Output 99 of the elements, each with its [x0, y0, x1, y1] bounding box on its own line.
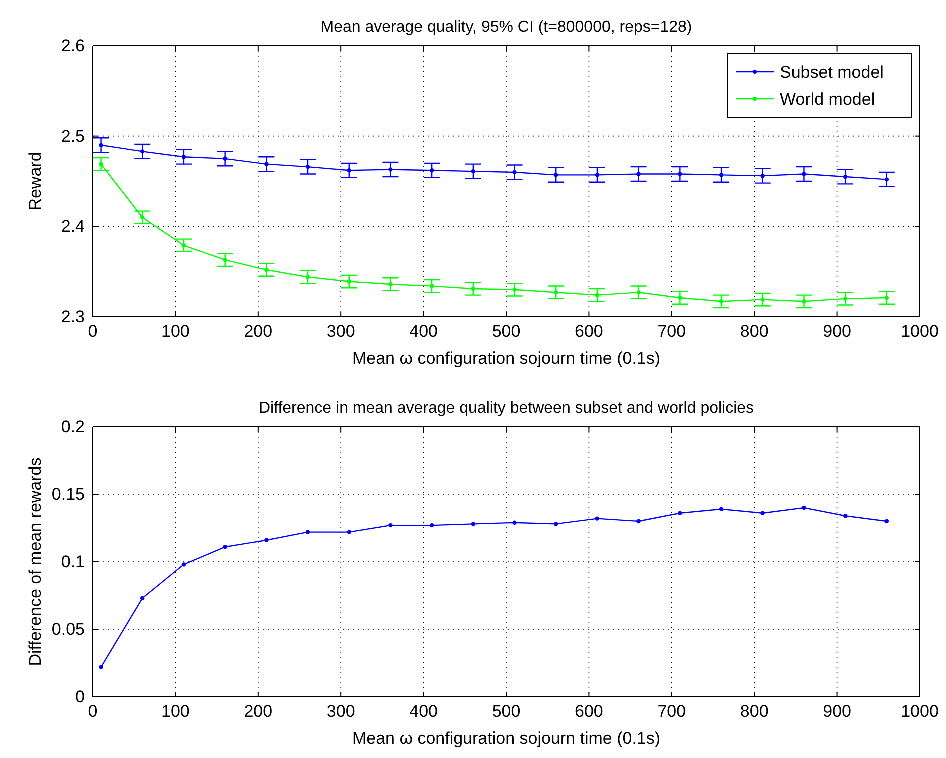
point	[678, 511, 682, 516]
legend-label: World model	[780, 90, 876, 109]
chart-title: Difference in mean average quality between subset and world policies	[258, 400, 754, 417]
y-tick-label: 2.5	[61, 126, 85, 146]
point	[843, 514, 848, 518]
point	[99, 143, 104, 148]
y-tick-label: 0.2	[61, 417, 85, 436]
point	[760, 298, 765, 302]
x-tick-label: 0	[88, 702, 98, 722]
y-tick-label: 0.1	[61, 552, 85, 572]
point	[595, 293, 600, 298]
point	[182, 562, 186, 567]
point	[347, 530, 352, 534]
x-tick-label: 0	[88, 322, 98, 342]
point	[884, 296, 890, 300]
point	[471, 169, 476, 174]
x-tick-label: 200	[244, 702, 273, 722]
point	[430, 284, 434, 288]
y-tick-label: 2.3	[61, 307, 85, 326]
legend-label: Subset model	[780, 63, 884, 82]
x-tick-label: 100	[162, 702, 190, 722]
point	[802, 300, 806, 304]
point	[512, 288, 517, 292]
point	[306, 164, 310, 170]
x-tick-label: 100	[162, 322, 190, 342]
x-tick-label: 600	[575, 322, 604, 342]
point	[554, 290, 558, 295]
x-tick-label: 300	[326, 702, 356, 722]
point	[802, 172, 806, 176]
point	[884, 519, 890, 524]
y-tick-label: 0.15	[52, 484, 85, 504]
point	[264, 162, 269, 166]
point	[719, 507, 724, 512]
point	[430, 168, 434, 173]
point	[843, 296, 848, 302]
x-tick-label: 200	[244, 322, 273, 342]
point	[884, 178, 890, 182]
x-tick-label: 400	[410, 702, 438, 722]
point	[843, 174, 848, 180]
point	[140, 216, 145, 220]
x-tick-label: 700	[658, 702, 686, 722]
point	[182, 155, 186, 160]
point	[223, 545, 228, 550]
point	[264, 538, 269, 543]
point	[388, 523, 393, 528]
y-tick-label: 0.05	[52, 620, 85, 639]
point	[554, 522, 558, 526]
point	[471, 286, 476, 292]
x-tick-label: 800	[740, 702, 769, 722]
point	[512, 170, 517, 175]
point	[347, 168, 352, 173]
x-tick-label: 300	[326, 322, 356, 342]
point	[636, 172, 641, 176]
point	[471, 522, 476, 526]
y-tick-label: 2.4	[61, 217, 85, 236]
point	[347, 280, 352, 284]
chart-title: Mean average quality, 95% CI (t=800000, reps=128)	[320, 19, 692, 36]
point	[430, 523, 434, 528]
point	[595, 173, 600, 178]
x-tick-label: 1000	[901, 702, 939, 722]
point	[264, 268, 269, 272]
point	[636, 290, 641, 295]
point	[223, 156, 228, 162]
point	[140, 150, 145, 154]
point	[554, 173, 558, 178]
x-tick-label: 1000	[901, 322, 939, 342]
point	[760, 174, 765, 178]
x-tick-label: 900	[823, 322, 852, 342]
point	[388, 168, 393, 172]
point	[719, 300, 724, 304]
point	[223, 258, 228, 262]
point	[595, 516, 600, 521]
point	[140, 596, 145, 601]
y-tick-label: 0	[76, 687, 85, 706]
x-tick-label: 800	[740, 322, 769, 342]
x-tick-label: 500	[492, 702, 521, 722]
y-tick-label: 2.6	[61, 36, 85, 56]
point	[678, 172, 682, 176]
point	[306, 530, 310, 534]
y-axis-title: Reward	[26, 152, 45, 211]
point	[678, 296, 682, 300]
x-tick-label: 900	[823, 702, 852, 722]
x-tick-label: 500	[492, 322, 521, 342]
point	[636, 519, 641, 524]
x-tick-label: 600	[575, 702, 604, 722]
point	[306, 275, 310, 280]
x-tick-label: 400	[410, 322, 438, 342]
point	[719, 173, 724, 178]
point	[760, 511, 765, 516]
point	[802, 506, 806, 510]
point	[99, 665, 104, 670]
point	[182, 244, 186, 248]
point	[512, 520, 517, 525]
point	[388, 282, 393, 287]
y-axis-title: Difference of mean rewards	[26, 458, 45, 666]
x-axis-title: Mean ω configuration sojourn time (0.1s)	[352, 729, 661, 748]
point	[99, 162, 104, 166]
x-tick-label: 700	[658, 322, 686, 342]
x-axis-title: Mean ω configuration sojourn time (0.1s)	[352, 349, 661, 368]
